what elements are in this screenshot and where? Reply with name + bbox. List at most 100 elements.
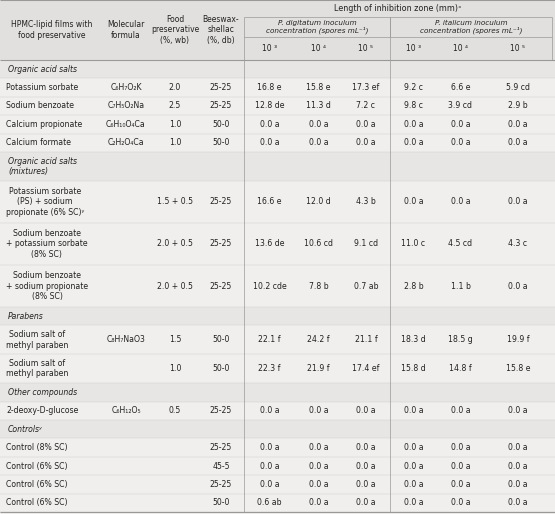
Text: Control (8% SC): Control (8% SC) bbox=[6, 443, 68, 452]
Bar bbox=[0, 265, 555, 307]
Text: 0.0 a: 0.0 a bbox=[309, 498, 329, 507]
Bar bbox=[0, 493, 555, 512]
Text: 25-25: 25-25 bbox=[210, 197, 232, 207]
Text: 14.8 f: 14.8 f bbox=[449, 364, 472, 373]
Text: 25-25: 25-25 bbox=[210, 407, 232, 415]
Text: 2.9 b: 2.9 b bbox=[508, 101, 528, 111]
Bar bbox=[0, 457, 555, 475]
Text: 0.0 a: 0.0 a bbox=[451, 407, 470, 415]
Text: 0.0 a: 0.0 a bbox=[451, 462, 470, 470]
Text: 0.0 a: 0.0 a bbox=[403, 407, 423, 415]
Text: 0.0 a: 0.0 a bbox=[403, 443, 423, 452]
Bar bbox=[0, 152, 555, 181]
Text: 25-25: 25-25 bbox=[210, 480, 232, 489]
Text: 11.3 d: 11.3 d bbox=[306, 101, 331, 111]
Text: Control (6% SC): Control (6% SC) bbox=[6, 462, 68, 470]
Text: 10 ³: 10 ³ bbox=[406, 44, 421, 53]
Text: 7.2 c: 7.2 c bbox=[356, 101, 376, 111]
Text: Parabens: Parabens bbox=[8, 311, 44, 321]
Text: 0.0 a: 0.0 a bbox=[309, 462, 329, 470]
Text: 0.0 a: 0.0 a bbox=[403, 480, 423, 489]
Text: 10 ⁵: 10 ⁵ bbox=[359, 44, 374, 53]
Text: 9.1 cd: 9.1 cd bbox=[354, 240, 378, 248]
Text: Beeswax-
shellac
(%, db): Beeswax- shellac (%, db) bbox=[203, 15, 239, 45]
Text: 0.7 ab: 0.7 ab bbox=[354, 282, 379, 290]
Text: Calcium propionate: Calcium propionate bbox=[6, 120, 82, 129]
Text: 0.0 a: 0.0 a bbox=[508, 480, 528, 489]
Text: 0.0 a: 0.0 a bbox=[508, 138, 528, 148]
Text: Organic acid salts: Organic acid salts bbox=[8, 65, 77, 74]
Text: 19.9 f: 19.9 f bbox=[507, 335, 529, 344]
Text: 0.0 a: 0.0 a bbox=[309, 407, 329, 415]
Text: P. digitatum inoculum
concentration (spores mL⁻¹): P. digitatum inoculum concentration (spo… bbox=[266, 20, 369, 34]
Bar bbox=[0, 0, 555, 60]
Text: 9.8 c: 9.8 c bbox=[404, 101, 423, 111]
Text: Control (6% SC): Control (6% SC) bbox=[6, 498, 68, 507]
Text: 0.0 a: 0.0 a bbox=[260, 462, 279, 470]
Text: 25-25: 25-25 bbox=[210, 101, 232, 111]
Text: 1.5: 1.5 bbox=[169, 335, 181, 344]
Text: Other compounds: Other compounds bbox=[8, 388, 77, 397]
Text: 3.9 cd: 3.9 cd bbox=[448, 101, 472, 111]
Text: 0.0 a: 0.0 a bbox=[309, 443, 329, 452]
Text: 1.0: 1.0 bbox=[169, 120, 181, 129]
Text: 9.2 c: 9.2 c bbox=[404, 83, 423, 92]
Text: C₆H₇O₂K: C₆H₇O₂K bbox=[110, 83, 142, 92]
Bar bbox=[0, 383, 555, 401]
Bar bbox=[0, 134, 555, 152]
Text: 10.2 cde: 10.2 cde bbox=[253, 282, 286, 290]
Bar bbox=[0, 79, 555, 97]
Text: 1.0: 1.0 bbox=[169, 138, 181, 148]
Text: 0.0 a: 0.0 a bbox=[260, 120, 279, 129]
Text: Length of inhibition zone (mm)ˣ: Length of inhibition zone (mm)ˣ bbox=[334, 4, 462, 13]
Text: 4.3 c: 4.3 c bbox=[508, 240, 528, 248]
Bar bbox=[0, 223, 555, 265]
Text: 17.3 ef: 17.3 ef bbox=[352, 83, 380, 92]
Text: 0.0 a: 0.0 a bbox=[356, 120, 376, 129]
Text: 11.0 c: 11.0 c bbox=[401, 240, 426, 248]
Text: 15.8 e: 15.8 e bbox=[506, 364, 530, 373]
Text: 4.5 cd: 4.5 cd bbox=[448, 240, 472, 248]
Text: 1.1 b: 1.1 b bbox=[451, 282, 471, 290]
Text: 24.2 f: 24.2 f bbox=[307, 335, 330, 344]
Text: 2.0 + 0.5: 2.0 + 0.5 bbox=[157, 240, 193, 248]
Text: 0.0 a: 0.0 a bbox=[403, 138, 423, 148]
Text: Sodium benzoate
+ sodium propionate
(8% SC): Sodium benzoate + sodium propionate (8% … bbox=[6, 271, 88, 301]
Text: 0.0 a: 0.0 a bbox=[508, 462, 528, 470]
Text: 0.5: 0.5 bbox=[169, 407, 181, 415]
Text: 1.0: 1.0 bbox=[169, 364, 181, 373]
Text: 25-25: 25-25 bbox=[210, 240, 232, 248]
Text: 4.3 b: 4.3 b bbox=[356, 197, 376, 207]
Text: 5.9 cd: 5.9 cd bbox=[506, 83, 530, 92]
Text: Sodium salt of
methyl paraben: Sodium salt of methyl paraben bbox=[6, 359, 68, 378]
Text: Sodium benzoate
+ potassium sorbate
(8% SC): Sodium benzoate + potassium sorbate (8% … bbox=[6, 229, 88, 259]
Text: 0.0 a: 0.0 a bbox=[451, 443, 470, 452]
Text: C₇H₅O₂Na: C₇H₅O₂Na bbox=[108, 101, 144, 111]
Text: 25-25: 25-25 bbox=[210, 443, 232, 452]
Text: Control (6% SC): Control (6% SC) bbox=[6, 480, 68, 489]
Text: 16.8 e: 16.8 e bbox=[258, 83, 282, 92]
Text: C₆H₁₂O₅: C₆H₁₂O₅ bbox=[111, 407, 141, 415]
Text: 2.8 b: 2.8 b bbox=[403, 282, 423, 290]
Text: 22.1 f: 22.1 f bbox=[258, 335, 281, 344]
Text: 0.0 a: 0.0 a bbox=[508, 120, 528, 129]
Text: C₂H₂O₄Ca: C₂H₂O₄Ca bbox=[108, 138, 144, 148]
Text: 12.8 de: 12.8 de bbox=[255, 101, 284, 111]
Bar bbox=[0, 181, 555, 223]
Text: 10 ⁴: 10 ⁴ bbox=[453, 44, 468, 53]
Text: 0.0 a: 0.0 a bbox=[309, 480, 329, 489]
Text: 45-5: 45-5 bbox=[212, 462, 230, 470]
Text: 0.0 a: 0.0 a bbox=[356, 462, 376, 470]
Bar bbox=[0, 401, 555, 420]
Text: 0.0 a: 0.0 a bbox=[451, 197, 470, 207]
Text: 0.0 a: 0.0 a bbox=[403, 498, 423, 507]
Text: 10 ³: 10 ³ bbox=[262, 44, 277, 53]
Text: 0.0 a: 0.0 a bbox=[508, 282, 528, 290]
Text: Sodium salt of
methyl paraben: Sodium salt of methyl paraben bbox=[6, 330, 68, 350]
Text: 0.0 a: 0.0 a bbox=[508, 498, 528, 507]
Text: 12.0 d: 12.0 d bbox=[306, 197, 331, 207]
Text: 0.0 a: 0.0 a bbox=[309, 120, 329, 129]
Text: 16.6 e: 16.6 e bbox=[258, 197, 282, 207]
Bar bbox=[0, 97, 555, 115]
Text: Calcium formate: Calcium formate bbox=[6, 138, 71, 148]
